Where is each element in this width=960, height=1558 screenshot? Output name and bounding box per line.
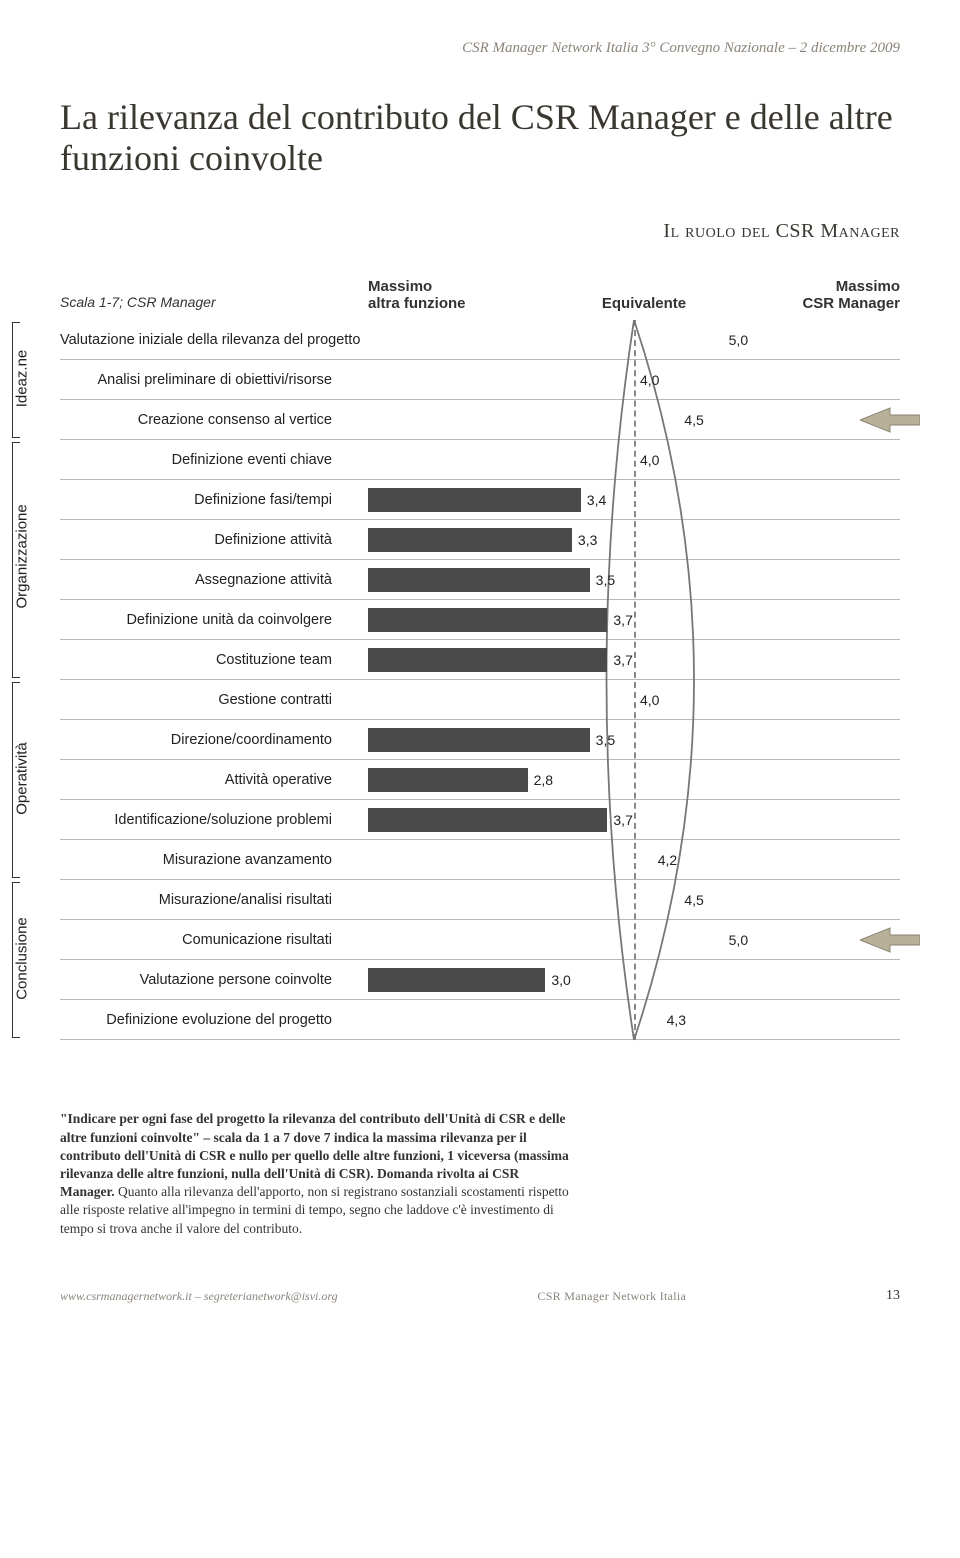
bar-value: 5,0 — [729, 932, 748, 948]
row-label: Assegnazione attività — [60, 560, 350, 600]
bar — [368, 648, 607, 672]
caption-rest: Quanto alla rilevanza dell'apporto, non … — [60, 1184, 569, 1235]
bar-value: 4,2 — [658, 852, 677, 868]
bar — [368, 928, 723, 952]
bar-value: 4,0 — [640, 452, 659, 468]
bar — [368, 688, 634, 712]
page-subtitle: Il ruolo del CSR Manager — [60, 220, 900, 243]
bar-value: 4,3 — [667, 1012, 686, 1028]
section-label: Operatività — [14, 729, 31, 829]
bar — [368, 368, 634, 392]
bar — [368, 488, 581, 512]
footer-left: www.csrmanagernetwork.it – segreterianet… — [60, 1289, 338, 1304]
header-mid: Equivalente — [518, 295, 770, 312]
row-label: Valutazione iniziale della rilevanza del… — [60, 320, 350, 360]
bar — [368, 528, 572, 552]
bar — [368, 968, 545, 992]
row-label: Definizione eventi chiave — [60, 440, 350, 480]
row-label: Misurazione/analisi risultati — [60, 880, 350, 920]
arrow-icon — [860, 405, 920, 435]
section-label: Conclusione — [14, 909, 31, 1009]
bar — [368, 568, 590, 592]
event-header: CSR Manager Network Italia 3° Convegno N… — [60, 40, 900, 57]
header-left: Massimoaltra funzione — [368, 278, 518, 313]
bar — [368, 448, 634, 472]
bar — [368, 328, 723, 352]
section-label: Organizzazione — [14, 509, 31, 609]
row-label: Gestione contratti — [60, 680, 350, 720]
bar-value: 4,5 — [684, 892, 703, 908]
bar — [368, 768, 528, 792]
bar-value: 3,7 — [613, 652, 632, 668]
row-label: Direzione/coordinamento — [60, 720, 350, 760]
bar — [368, 608, 607, 632]
scale-label: Scala 1-7; CSR Manager — [60, 294, 368, 312]
row-label: Misurazione avanzamento — [60, 840, 350, 880]
page-title: La rilevanza del contributo del CSR Mana… — [60, 97, 900, 180]
section-bracket — [12, 322, 20, 438]
row-label: Definizione evoluzione del progetto — [60, 1000, 350, 1040]
bar-value: 3,0 — [551, 972, 570, 988]
arrow-icon — [860, 925, 920, 955]
bar-value: 3,7 — [613, 612, 632, 628]
bar-chart: Scala 1-7; CSR Manager Massimoaltra funz… — [60, 278, 900, 1041]
bar-value: 3,7 — [613, 812, 632, 828]
bar — [368, 848, 652, 872]
bar — [368, 808, 607, 832]
caption-paragraph: "Indicare per ogni fase del progetto la … — [60, 1110, 570, 1238]
bar-value: 4,5 — [684, 412, 703, 428]
bar-value: 3,5 — [596, 572, 615, 588]
bar-value: 3,4 — [587, 492, 606, 508]
row-label: Identificazione/soluzione problemi — [60, 800, 350, 840]
section-bracket — [12, 682, 20, 878]
row-label: Comunicazione risultati — [60, 920, 350, 960]
bar — [368, 1008, 661, 1032]
row-label: Definizione fasi/tempi — [60, 480, 350, 520]
bar-value: 2,8 — [534, 772, 553, 788]
row-label: Attività operative — [60, 760, 350, 800]
row-label: Definizione attività — [60, 520, 350, 560]
bar-value: 3,5 — [596, 732, 615, 748]
chart-header: Scala 1-7; CSR Manager Massimoaltra funz… — [60, 278, 900, 313]
header-right: MassimoCSR Manager — [770, 278, 900, 313]
section-bracket — [12, 442, 20, 678]
bar — [368, 728, 590, 752]
bar — [368, 408, 678, 432]
row-label: Analisi preliminare di obiettivi/risorse — [60, 360, 350, 400]
bar-value: 3,3 — [578, 532, 597, 548]
bar-value: 4,0 — [640, 372, 659, 388]
bar-value: 5,0 — [729, 332, 748, 348]
footer-center: CSR Manager Network Italia — [537, 1289, 686, 1304]
footer-page-number: 13 — [886, 1288, 900, 1304]
page-footer: www.csrmanagernetwork.it – segreterianet… — [60, 1288, 900, 1304]
row-label: Valutazione persone coinvolte — [60, 960, 350, 1000]
row-label: Creazione consenso al vertice — [60, 400, 350, 440]
row-label: Definizione unità da coinvolgere — [60, 600, 350, 640]
section-label: Ideaz.ne — [14, 329, 31, 429]
bar-value: 4,0 — [640, 692, 659, 708]
row-label: Costituzione team — [60, 640, 350, 680]
section-bracket — [12, 882, 20, 1038]
bar — [368, 888, 678, 912]
